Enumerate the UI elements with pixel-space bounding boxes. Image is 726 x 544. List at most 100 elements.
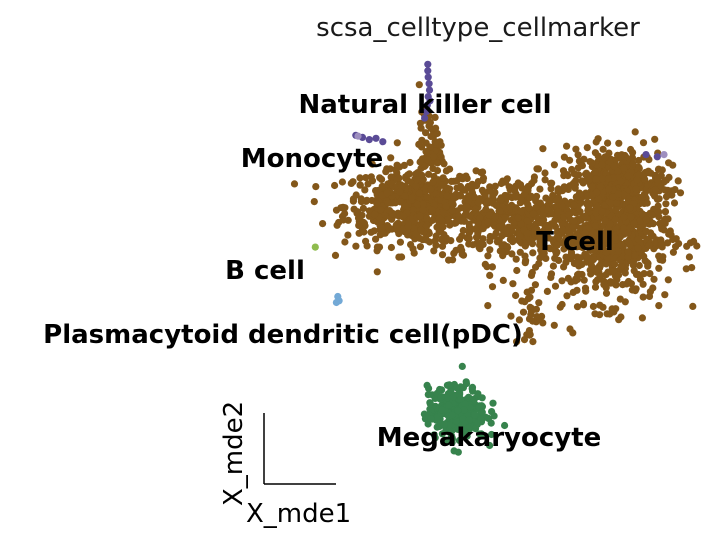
- data-point: [535, 234, 543, 242]
- data-point: [530, 173, 539, 181]
- data-point: [422, 236, 430, 244]
- data-point: [365, 136, 373, 144]
- data-point: [521, 252, 529, 260]
- data-point: [653, 153, 661, 161]
- data-point: [404, 223, 412, 231]
- data-point: [468, 385, 476, 393]
- data-point: [611, 216, 620, 224]
- data-point: [682, 265, 690, 273]
- data-point: [422, 108, 430, 116]
- data-point: [457, 395, 465, 403]
- data-point: [516, 199, 525, 207]
- data-point: [485, 197, 493, 205]
- data-point: [541, 169, 549, 177]
- data-point: [506, 203, 514, 211]
- data-point: [491, 182, 499, 190]
- data-point: [602, 260, 610, 268]
- data-point: [393, 161, 401, 169]
- data-point: [450, 193, 458, 201]
- data-point: [518, 297, 526, 305]
- data-point: [332, 298, 340, 307]
- data-point: [395, 253, 403, 261]
- data-point: [519, 308, 528, 316]
- data-point: [629, 258, 638, 266]
- data-point: [605, 185, 613, 193]
- data-point: [651, 135, 659, 143]
- data-point: [570, 217, 578, 225]
- data-point: [486, 271, 494, 279]
- data-point: [416, 243, 424, 251]
- data-point: [610, 162, 618, 170]
- data-point: [438, 406, 446, 414]
- data-point: [602, 284, 610, 292]
- data-point: [338, 178, 346, 186]
- data-point: [408, 194, 416, 202]
- data-point: [427, 415, 435, 423]
- data-point: [614, 190, 623, 198]
- data-point: [419, 200, 427, 208]
- series-monocyte: [354, 132, 668, 159]
- data-point: [521, 190, 529, 198]
- data-point: [676, 189, 685, 197]
- data-point: [551, 216, 559, 224]
- data-point: [545, 196, 553, 204]
- data-point: [354, 132, 362, 140]
- data-point: [437, 141, 445, 149]
- data-point: [659, 253, 667, 261]
- data-point: [624, 248, 632, 256]
- data-point: [574, 151, 582, 159]
- data-point: [422, 223, 430, 231]
- data-point: [472, 233, 481, 241]
- data-point: [460, 406, 468, 414]
- data-point: [442, 202, 450, 211]
- data-point: [526, 194, 534, 202]
- data-point: [424, 391, 432, 399]
- data-point: [423, 101, 431, 109]
- data-point: [560, 153, 569, 161]
- data-point: [547, 185, 555, 193]
- y-axis-label: X_mde2: [219, 401, 249, 506]
- data-point: [424, 60, 432, 68]
- data-point: [445, 421, 453, 429]
- data-point: [442, 167, 450, 175]
- data-point: [465, 192, 473, 200]
- data-point: [371, 210, 379, 219]
- data-point: [550, 161, 559, 169]
- data-point: [598, 175, 607, 183]
- x-axis-label: X_mde1: [246, 499, 351, 529]
- data-point: [655, 302, 663, 310]
- data-point: [578, 162, 587, 170]
- data-point: [429, 178, 437, 186]
- data-point: [617, 177, 625, 186]
- data-point: [543, 221, 551, 230]
- data-point: [638, 210, 646, 218]
- series-plasmacytoid-dendritic-cell-pdc: [332, 292, 343, 307]
- data-point: [632, 185, 640, 193]
- data-point: [514, 214, 522, 222]
- data-point: [354, 214, 363, 222]
- data-point: [617, 153, 625, 161]
- data-point: [465, 234, 473, 242]
- data-point: [465, 229, 473, 237]
- data-point: [459, 426, 468, 434]
- data-point: [521, 241, 529, 250]
- data-point: [471, 411, 479, 419]
- data-point: [332, 206, 341, 214]
- data-point: [457, 182, 465, 191]
- data-point: [353, 208, 362, 216]
- data-point: [451, 219, 459, 227]
- data-point: [415, 140, 423, 148]
- data-point: [361, 186, 369, 194]
- data-point: [396, 198, 404, 206]
- data-point: [594, 265, 602, 273]
- data-point: [523, 229, 531, 237]
- data-point: [455, 436, 463, 445]
- data-point: [539, 145, 547, 153]
- data-point: [384, 223, 392, 231]
- data-point: [511, 291, 520, 300]
- data-point: [512, 255, 520, 263]
- data-point: [418, 171, 426, 179]
- data-point: [387, 173, 395, 181]
- series-megakaryocyte: [420, 362, 509, 456]
- data-point: [658, 166, 666, 174]
